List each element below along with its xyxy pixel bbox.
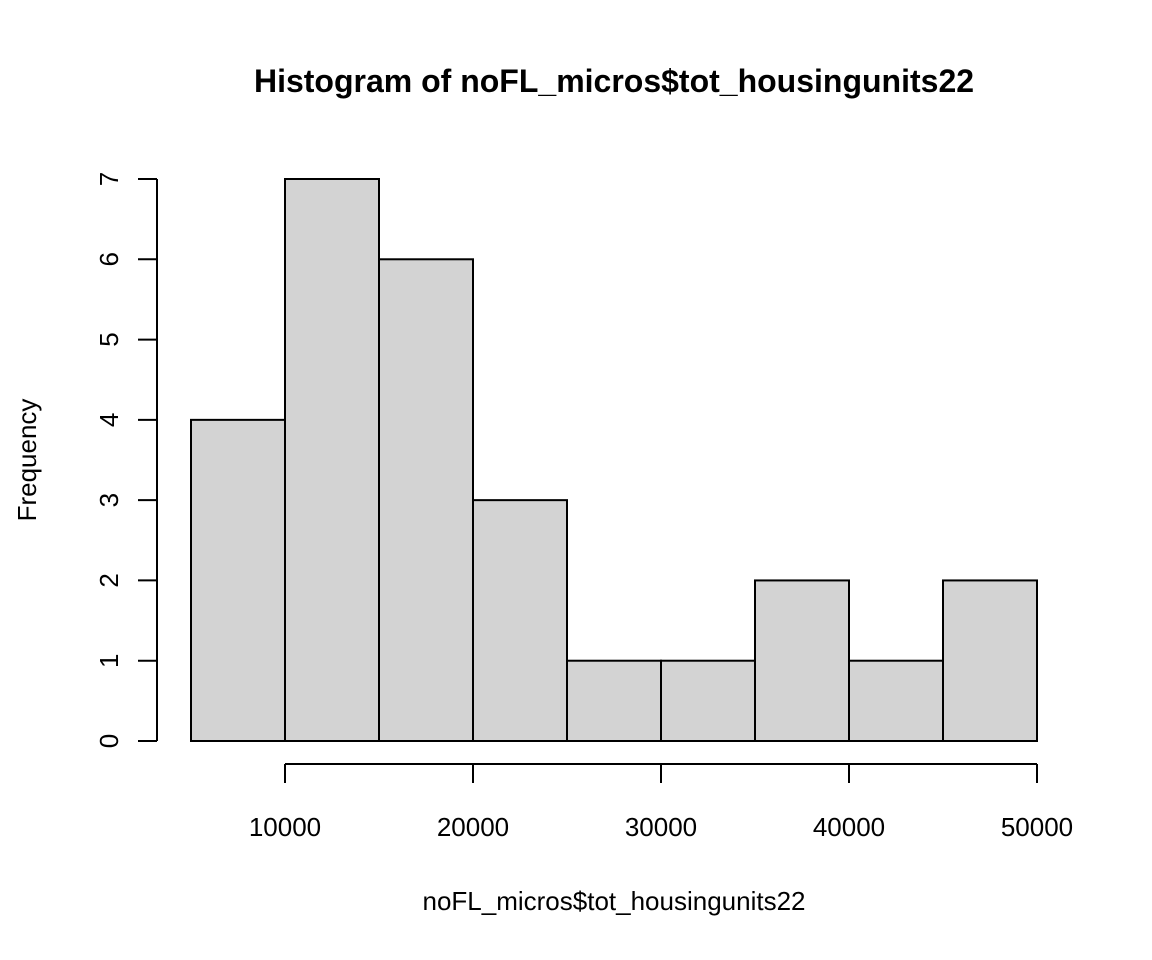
histogram-bar-3	[378, 258, 474, 742]
x-tick-label-10000: 10000	[249, 812, 321, 842]
histogram-bar-6	[660, 659, 756, 743]
histogram-bar-5	[566, 659, 662, 743]
x-axis: 10000 20000 30000 40000 50000	[249, 763, 1073, 842]
histogram-bar-2	[284, 178, 380, 742]
histogram-bar-8	[848, 659, 944, 743]
y-tick-label-7: 7	[94, 172, 124, 186]
histogram-bar-4	[472, 499, 568, 742]
x-tick-label-50000: 50000	[1001, 812, 1073, 842]
chart-title: Histogram of noFL_micros$tot_housingunit…	[254, 63, 974, 99]
x-axis-label: noFL_micros$tot_housingunits22	[422, 886, 805, 916]
y-tick-label-6: 6	[94, 252, 124, 266]
histogram-bar-7	[754, 579, 850, 743]
y-tick-label-4: 4	[94, 413, 124, 427]
histogram-bar-1	[190, 418, 286, 742]
y-axis-label: Frequency	[12, 399, 42, 522]
x-tick-label-30000: 30000	[625, 812, 697, 842]
histogram-bar-9	[942, 579, 1038, 743]
y-tick-label-2: 2	[94, 573, 124, 587]
y-tick-label-3: 3	[94, 493, 124, 507]
y-tick-label-0: 0	[94, 734, 124, 748]
x-tick-label-20000: 20000	[437, 812, 509, 842]
y-tick-label-1: 1	[94, 653, 124, 667]
y-axis: 0 1 2 3 4 5 6 7	[94, 172, 158, 748]
y-tick-label-5: 5	[94, 332, 124, 346]
x-tick-label-40000: 40000	[813, 812, 885, 842]
bars-group	[190, 178, 1038, 743]
